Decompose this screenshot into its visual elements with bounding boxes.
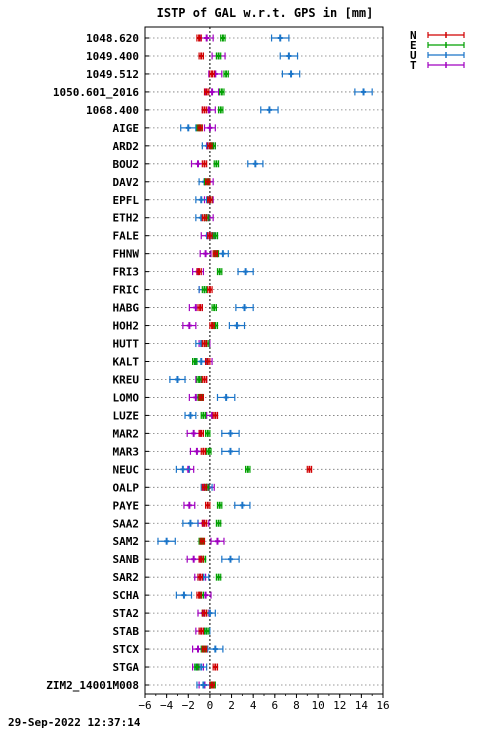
x-tick-label: 8 [293,699,300,712]
category-label: HOH2 [113,320,140,333]
x-tick-label: −4 [160,699,174,712]
category-label: ETH2 [113,212,140,225]
x-tick-label: 0 [207,699,214,712]
category-label: FRIC [113,284,140,297]
x-tick-label: −6 [138,699,151,712]
category-label: SAR2 [113,571,140,584]
category-label: LUZE [113,409,140,422]
legend-label-n: N [410,29,417,42]
category-label: BOU2 [113,158,140,171]
x-tick-label: 2 [228,699,235,712]
timestamp-footer: 29-Sep-2022 12:37:14 [8,716,141,729]
x-tick-label: 14 [355,699,369,712]
category-label: 1068.400 [86,104,139,117]
category-label: FHNW [113,248,140,261]
category-label: STCX [113,643,140,656]
category-label: 1050.601_2016 [53,86,139,99]
category-label: ZIM2_14001M008 [46,679,139,692]
x-tick-label: 6 [272,699,279,712]
category-label: 1048.620 [86,32,139,45]
category-label: DAV2 [113,176,140,189]
category-label: NEUC [113,463,140,476]
category-label: STAB [113,625,140,638]
category-label: KREU [113,373,140,386]
chart-title: ISTP of GAL w.r.t. GPS in [mm] [156,6,374,20]
category-label: FALE [113,230,140,243]
category-label: MAR3 [113,445,140,458]
legend-label-u: U [410,49,417,62]
category-label: STGA [113,661,140,674]
category-label: ARD2 [113,140,140,153]
x-tick-label: 12 [333,699,346,712]
legend-label-t: T [410,59,417,72]
category-label: STA2 [113,607,140,620]
category-label: LOMO [113,391,140,404]
category-label: HUTT [113,338,140,351]
x-tick-label: 10 [311,699,324,712]
category-label: MAR2 [113,427,140,440]
legend-label-e: E [410,39,417,52]
category-label: EPFL [113,194,140,207]
x-tick-label: −2 [182,699,195,712]
category-label: KALT [113,356,140,369]
category-label: AIGE [113,122,140,135]
category-label: OALP [113,481,140,494]
category-label: PAYE [113,499,140,512]
category-label: SAA2 [113,517,140,530]
category-label: HABG [113,302,140,315]
x-tick-label: 4 [250,699,257,712]
category-label: SANB [113,553,140,566]
category-label: SAM2 [113,535,140,548]
category-label: 1049.400 [86,50,139,63]
x-tick-label: 16 [376,699,389,712]
category-label: SCHA [113,589,140,602]
category-label: 1049.512 [86,68,139,81]
category-label: FRI3 [113,266,140,279]
